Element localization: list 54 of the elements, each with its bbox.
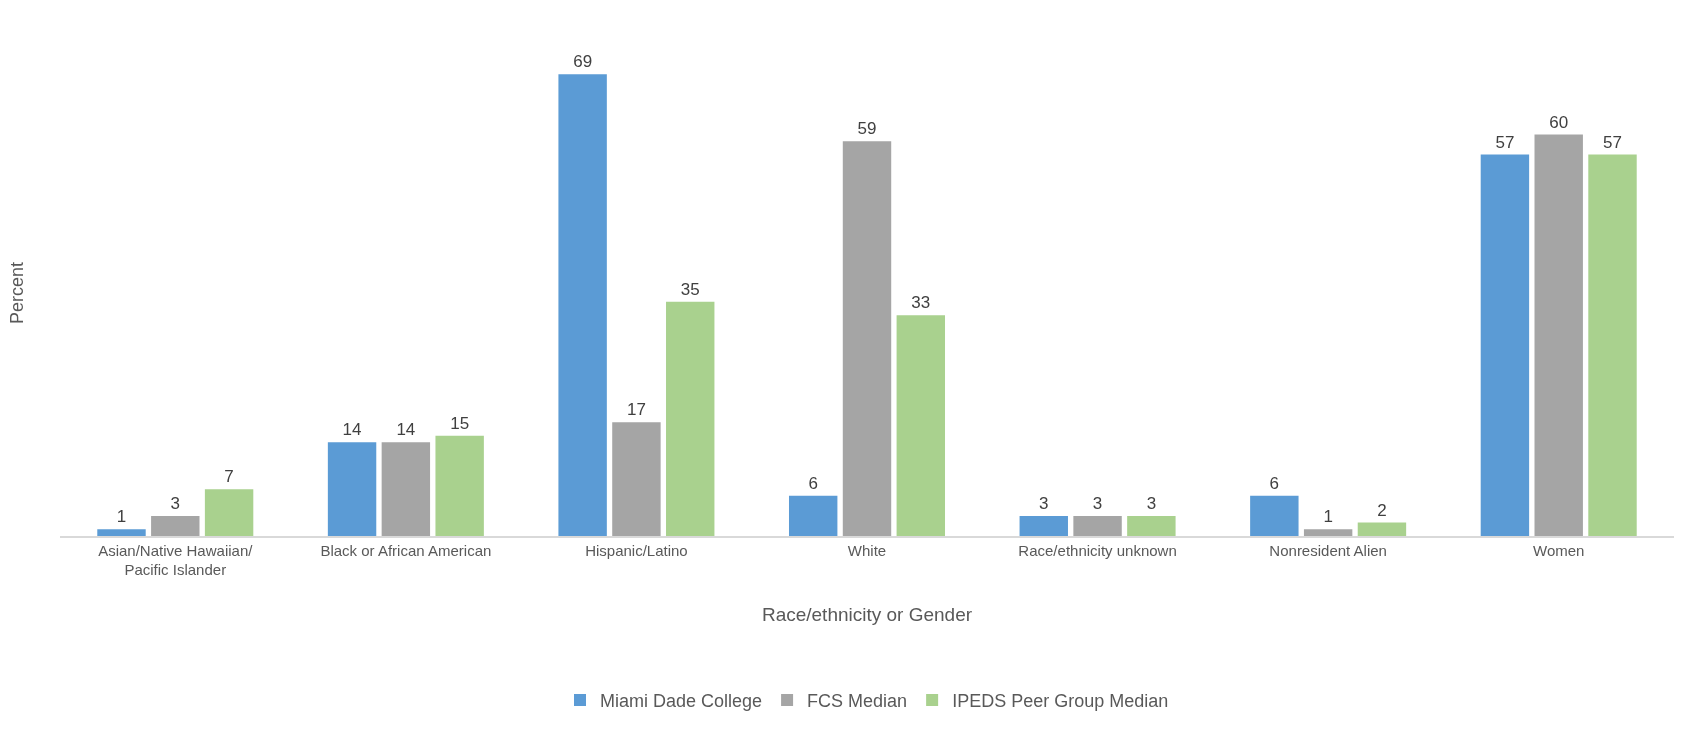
bar (666, 301, 715, 536)
data-label: 14 (342, 420, 362, 440)
data-label: 3 (1146, 493, 1157, 513)
data-label: 69 (573, 52, 593, 72)
bar (151, 515, 200, 536)
bar (381, 442, 431, 536)
bar (1019, 515, 1068, 536)
x-tick-label: Nonresident Alien (1269, 541, 1387, 559)
data-label: 3 (1092, 493, 1103, 513)
x-tick-label: Women (1533, 541, 1585, 559)
data-label: 35 (680, 279, 700, 299)
bar (1303, 529, 1353, 536)
bar (1480, 154, 1530, 536)
data-label: 1 (1323, 507, 1333, 527)
data-label: 6 (808, 473, 818, 493)
bar (1588, 154, 1637, 536)
data-label: 3 (170, 493, 181, 513)
legend-label: Miami Dade College (600, 691, 763, 712)
data-label: 14 (396, 420, 416, 440)
data-label: 57 (1603, 132, 1622, 152)
data-label: 15 (450, 413, 470, 433)
bar (327, 442, 377, 536)
x-tick-label: White (847, 541, 887, 559)
data-label: 17 (626, 400, 646, 420)
bar (842, 141, 892, 536)
data-label: 60 (1549, 112, 1569, 132)
bar (1357, 522, 1407, 536)
legend-label: FCS Median (807, 691, 908, 712)
x-tick-label: Asian/Native Hawaiian/Pacific Islander (98, 541, 254, 579)
data-label: 57 (1495, 132, 1515, 152)
legend-label: IPEDS Peer Group Median (952, 691, 1169, 712)
x-tick-label: Black or African American (320, 541, 492, 559)
y-axis-title: Percent (7, 261, 27, 325)
bar (435, 435, 484, 536)
bar (896, 315, 946, 536)
bar (1250, 495, 1299, 536)
bar (204, 489, 254, 536)
data-label: 6 (1269, 473, 1280, 493)
x-axis-title: Race/ethnicity or Gender (761, 603, 973, 625)
data-label: 2 (1377, 500, 1387, 520)
bar (1127, 515, 1176, 536)
x-tick-label: Hispanic/Latino (585, 541, 688, 559)
data-label: 1 (116, 507, 127, 527)
data-label: 33 (911, 293, 931, 313)
bar (788, 495, 838, 536)
x-tick-label: Race/ethnicity unknown (1018, 541, 1177, 559)
bar (1534, 134, 1583, 536)
data-label: 3 (1039, 493, 1049, 513)
data-label: 7 (224, 467, 234, 487)
bar (558, 74, 607, 536)
bar (1073, 515, 1122, 536)
bar (97, 529, 146, 536)
bar (612, 422, 661, 536)
data-label: 59 (857, 119, 877, 139)
